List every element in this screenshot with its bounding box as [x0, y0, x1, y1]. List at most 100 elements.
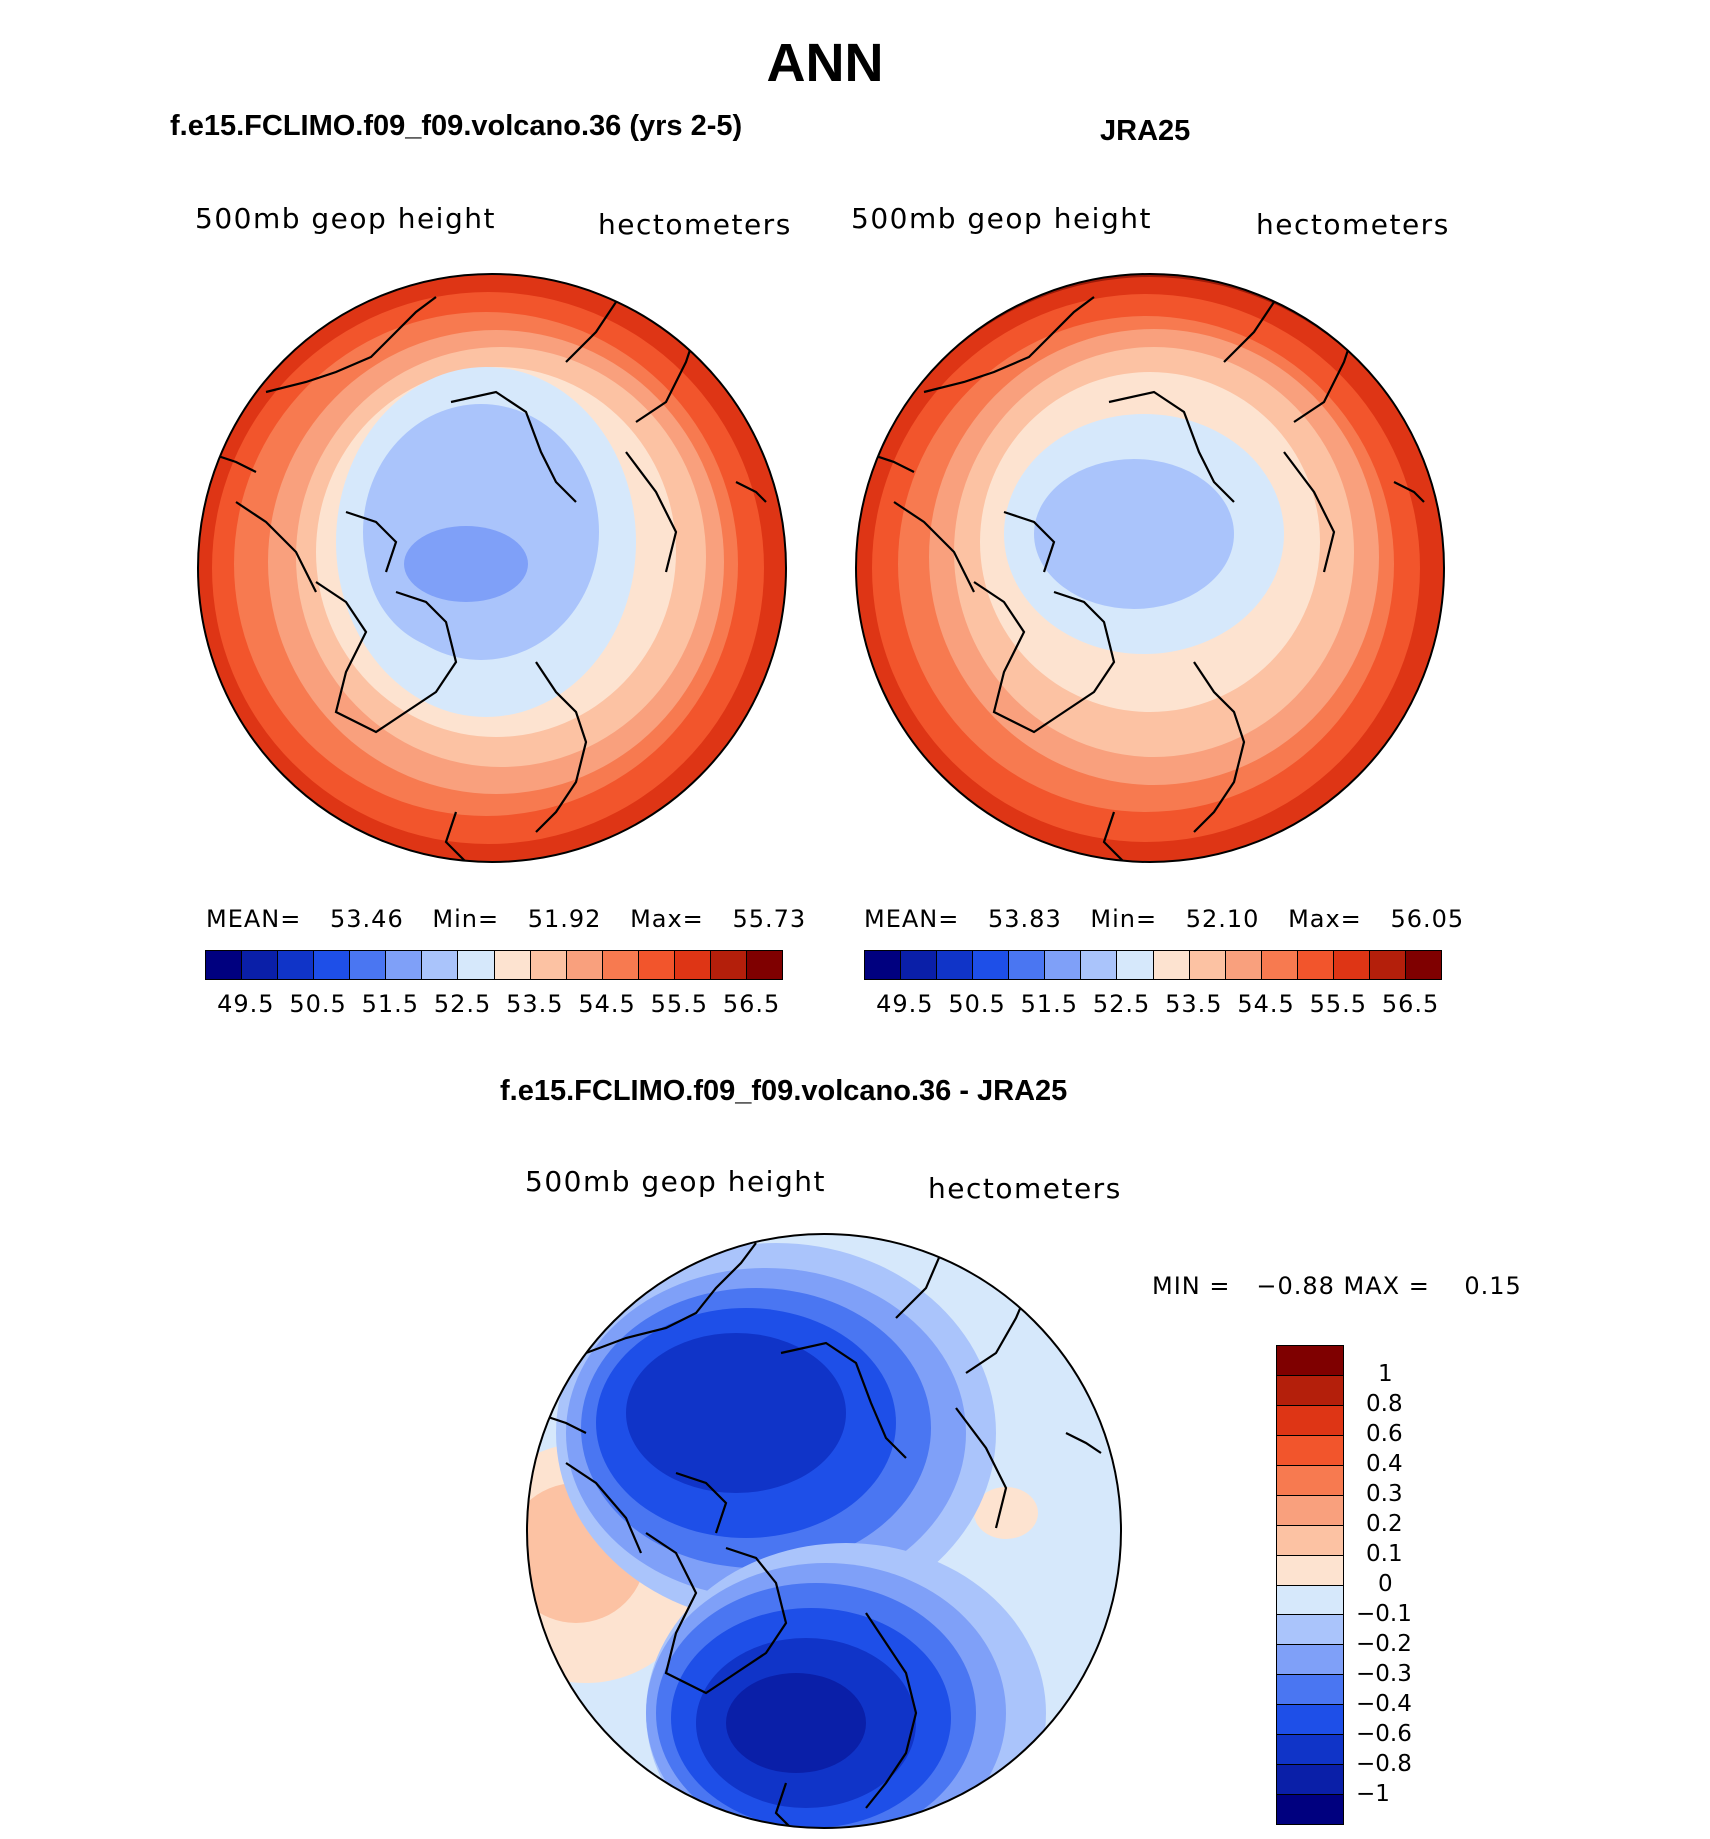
- left-panel-title: f.e15.FCLIMO.f09_f09.volcano.36 (yrs 2-5…: [170, 110, 743, 142]
- colorbar-tick-label: 52.5: [1092, 990, 1151, 1018]
- colorbar-swatch: [494, 951, 531, 979]
- colorbar-swatch: [1277, 1795, 1343, 1824]
- colorbar-swatch: [865, 951, 902, 979]
- colorbar-tick-label: 54.5: [578, 990, 636, 1018]
- right-colorbar-labels: 49.5 50.5 51.5 52.5 53.5 54.5 55.5 56.5: [864, 990, 1442, 1020]
- colorbar-tick-label: −0.4: [1356, 1691, 1412, 1717]
- left-units-label: hectometers: [598, 208, 792, 241]
- right-variable-label: 500mb geop height: [851, 202, 1152, 235]
- diff-units-label: hectometers: [928, 1172, 1122, 1205]
- colorbar-tick-label: 55.5: [650, 990, 709, 1018]
- left-polar-map: [197, 273, 787, 863]
- left-max-label: Max=: [630, 905, 704, 933]
- colorbar-swatch: [458, 951, 495, 979]
- colorbar-tick-label: 52.5: [433, 990, 492, 1018]
- colorbar-swatch: [566, 951, 603, 979]
- colorbar-swatch: [901, 951, 938, 979]
- diff-panel-title: f.e15.FCLIMO.f09_f09.volcano.36 - JRA25: [500, 1075, 1068, 1107]
- colorbar-swatch: [937, 951, 974, 979]
- colorbar-swatch: [206, 951, 243, 979]
- right-max-label: Max=: [1288, 905, 1362, 933]
- colorbar-tick-label: 0.4: [1366, 1451, 1403, 1477]
- colorbar-tick-label: −0.8: [1356, 1751, 1412, 1777]
- colorbar-swatch: [278, 951, 315, 979]
- colorbar-tick-label: 0.3: [1366, 1481, 1403, 1507]
- colorbar-swatch: [1225, 951, 1262, 979]
- colorbar-swatch: [242, 951, 279, 979]
- left-variable-label: 500mb geop height: [195, 202, 496, 235]
- colorbar-swatch: [1117, 951, 1154, 979]
- colorbar-swatch: [1277, 1346, 1343, 1376]
- colorbar-tick-label: 49.5: [876, 990, 934, 1018]
- colorbar-swatch: [1009, 951, 1046, 979]
- right-min-value: 52.10: [1185, 905, 1260, 933]
- colorbar-swatch: [1277, 1435, 1343, 1466]
- right-polar-map: [855, 273, 1445, 863]
- colorbar-swatch: [386, 951, 423, 979]
- colorbar-swatch: [1277, 1645, 1343, 1676]
- left-stats: MEAN= 53.46 Min= 51.92 Max= 55.73: [206, 905, 806, 933]
- colorbar-tick-label: 53.5: [506, 990, 564, 1018]
- colorbar-swatch: [314, 951, 351, 979]
- colorbar-tick-label: −1: [1356, 1781, 1390, 1807]
- colorbar-swatch: [674, 951, 711, 979]
- colorbar-tick-label: 55.5: [1309, 990, 1368, 1018]
- right-units-label: hectometers: [1256, 208, 1450, 241]
- left-max-value: 55.73: [732, 905, 807, 933]
- colorbar-tick-label: 54.5: [1237, 990, 1295, 1018]
- right-mean-value: 53.83: [988, 905, 1062, 933]
- colorbar-swatch: [1277, 1765, 1343, 1796]
- left-colorbar: [205, 950, 783, 980]
- right-panel-title: JRA25: [1100, 115, 1191, 147]
- right-colorbar: [864, 950, 1442, 980]
- colorbar-swatch: [1333, 951, 1370, 979]
- colorbar-tick-label: 50.5: [948, 990, 1006, 1018]
- colorbar-swatch: [1277, 1375, 1343, 1406]
- left-mean-label: MEAN=: [206, 905, 302, 933]
- colorbar-swatch: [1277, 1495, 1343, 1526]
- colorbar-swatch: [1153, 951, 1190, 979]
- colorbar-tick-label: −0.3: [1356, 1661, 1412, 1687]
- left-min-label: Min=: [432, 905, 500, 933]
- colorbar-swatch: [746, 951, 782, 979]
- colorbar-tick-label: −0.1: [1356, 1601, 1412, 1627]
- diff-colorbar: [1276, 1345, 1344, 1825]
- colorbar-swatch: [1045, 951, 1082, 979]
- colorbar-tick-label: 56.5: [1381, 990, 1440, 1018]
- right-min-label: Min=: [1090, 905, 1158, 933]
- figure-title: ANN: [766, 33, 884, 93]
- colorbar-tick-label: 51.5: [361, 990, 420, 1018]
- diff-minmax: MIN = −0.88 MAX = 0.15: [1152, 1272, 1522, 1300]
- colorbar-swatch: [602, 951, 639, 979]
- left-colorbar-labels: 49.5 50.5 51.5 52.5 53.5 54.5 55.5 56.5: [205, 990, 783, 1020]
- diff-colorbar-labels: 1 0.8 0.6 0.4 0.3 0.2 0.1 0 −0.1 −0.2 −0.3 −0.4 −0.6…: [1356, 1345, 1476, 1825]
- colorbar-swatch: [1277, 1465, 1343, 1496]
- colorbar-tick-label: 49.5: [217, 990, 275, 1018]
- colorbar-tick-label: 0.1: [1366, 1541, 1403, 1567]
- colorbar-swatch: [1277, 1585, 1343, 1616]
- colorbar-swatch: [973, 951, 1010, 979]
- colorbar-swatch: [1277, 1705, 1343, 1736]
- colorbar-tick-label: −0.2: [1356, 1631, 1412, 1657]
- colorbar-tick-label: 53.5: [1165, 990, 1223, 1018]
- colorbar-tick-label: 0.6: [1366, 1421, 1403, 1447]
- colorbar-swatch: [350, 951, 387, 979]
- colorbar-tick-label: 0.8: [1366, 1391, 1403, 1417]
- colorbar-swatch: [1081, 951, 1118, 979]
- colorbar-swatch: [1277, 1525, 1343, 1556]
- colorbar-tick-label: 50.5: [289, 990, 347, 1018]
- right-stats: MEAN= 53.83 Min= 52.10 Max= 56.05: [864, 905, 1464, 933]
- diff-polar-map: [526, 1233, 1122, 1829]
- colorbar-tick-label: 0.2: [1366, 1511, 1403, 1537]
- colorbar-swatch: [1369, 951, 1406, 979]
- colorbar-tick-label: 0: [1378, 1571, 1393, 1597]
- colorbar-swatch: [1297, 951, 1334, 979]
- colorbar-tick-label: 1: [1378, 1361, 1393, 1387]
- colorbar-tick-label: 51.5: [1020, 990, 1079, 1018]
- left-min-value: 51.92: [527, 905, 602, 933]
- colorbar-swatch: [1277, 1405, 1343, 1436]
- diff-variable-label: 500mb geop height: [525, 1165, 826, 1198]
- right-mean-label: MEAN=: [864, 905, 960, 933]
- colorbar-swatch: [1277, 1555, 1343, 1586]
- colorbar-swatch: [1405, 951, 1441, 979]
